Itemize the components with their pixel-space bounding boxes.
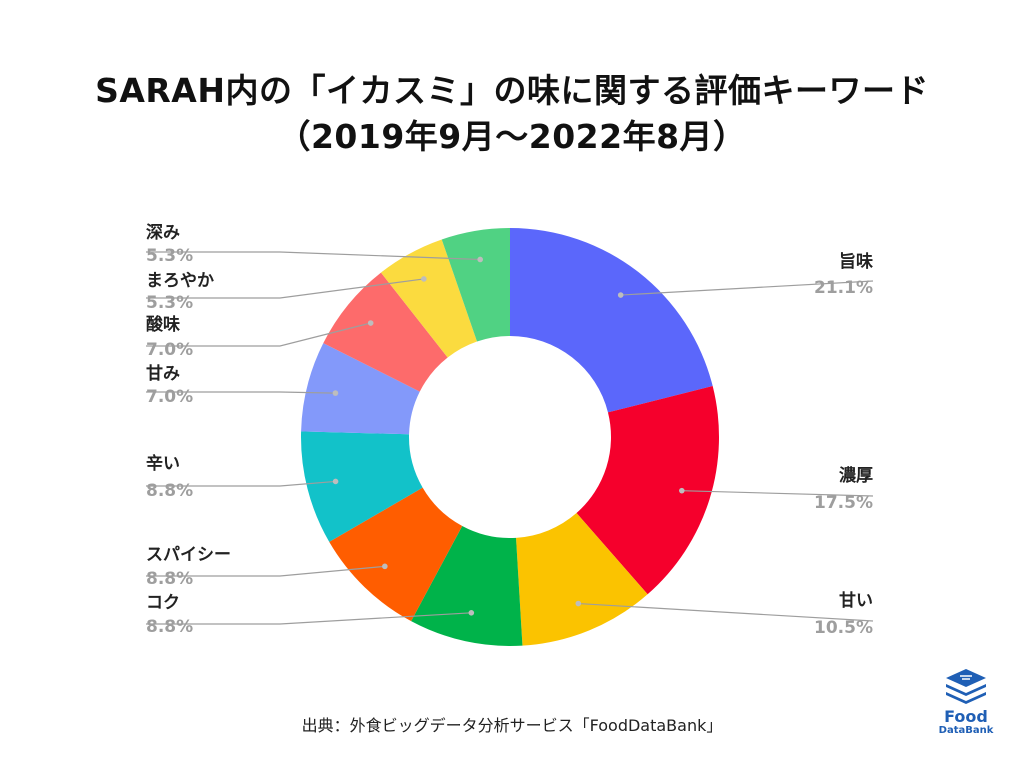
slice-6 [301, 431, 423, 542]
slice-label-6: 辛い [146, 453, 180, 474]
leader-dot-5 [382, 563, 388, 570]
slice-value-8: 7.0% [146, 340, 193, 360]
logo-text-food: Food [944, 707, 988, 726]
slice-label-3: 甘い [839, 590, 873, 611]
slice-4 [411, 525, 523, 646]
logo-text-databank: DataBank [938, 725, 994, 736]
leader-line-6 [146, 480, 336, 487]
slice-1 [510, 228, 713, 413]
leader-line-2 [681, 490, 874, 497]
leader-dot-1 [617, 292, 624, 298]
leader-line-7 [146, 391, 336, 394]
slice-10 [441, 228, 510, 342]
leader-dot-8 [367, 320, 374, 326]
slice-value-3: 10.5% [814, 618, 873, 638]
slice-value-2: 17.5% [814, 493, 873, 513]
leader-line-5 [146, 565, 385, 577]
slice-2 [576, 386, 719, 595]
chart-title: SARAH内の「イカスミ」の味に関する評価キーワード （2019年9月～2022… [0, 68, 1024, 160]
slice-value-6: 8.8% [146, 481, 193, 501]
slice-label-7: 甘み [146, 363, 180, 384]
food-databank-logo-icon [946, 669, 986, 704]
slice-value-5: 8.8% [146, 569, 193, 589]
slice-label-8: 酸味 [146, 314, 180, 335]
slice-7 [301, 343, 420, 435]
chart-title-line2: （2019年9月～2022年8月） [277, 117, 747, 156]
source-note: 出典：外食ビッグデータ分析サービス「FoodDataBank」 [301, 716, 723, 735]
leader-line-1 [620, 280, 874, 296]
slice-9 [380, 239, 478, 358]
slice-label-10: 深み [146, 222, 180, 243]
leader-dot-7 [332, 390, 339, 396]
leader-dot-9 [421, 276, 427, 282]
slice-value-1: 21.1% [814, 278, 873, 298]
leader-dot-4 [468, 609, 475, 616]
chart-title-line1: SARAH内の「イカスミ」の味に関する評価キーワード [95, 71, 929, 110]
slice-8 [323, 272, 448, 392]
slice-label-5: スパイシー [146, 545, 231, 565]
slice-value-9: 5.3% [146, 293, 193, 313]
slice-value-7: 7.0% [146, 387, 193, 407]
food-databank-logo: Food DataBank [936, 667, 996, 737]
slice-label-1: 旨味 [839, 251, 873, 272]
leader-line-10 [146, 251, 481, 261]
leader-dot-3 [575, 600, 582, 607]
slice-5 [329, 487, 463, 622]
leader-dot-2 [679, 487, 685, 494]
slice-value-10: 5.3% [146, 246, 193, 266]
slice-label-4: コク [146, 593, 180, 613]
leader-line-3 [578, 602, 874, 622]
leader-line-8 [146, 322, 371, 347]
slice-3 [516, 513, 648, 646]
leader-line-9 [146, 278, 424, 299]
leader-dot-10 [477, 256, 483, 263]
slice-value-4: 8.8% [146, 617, 193, 637]
slice-label-9: まろやか [146, 271, 214, 291]
leader-line-4 [146, 612, 472, 625]
leader-dot-6 [332, 478, 339, 485]
slice-label-2: 濃厚 [839, 465, 873, 486]
